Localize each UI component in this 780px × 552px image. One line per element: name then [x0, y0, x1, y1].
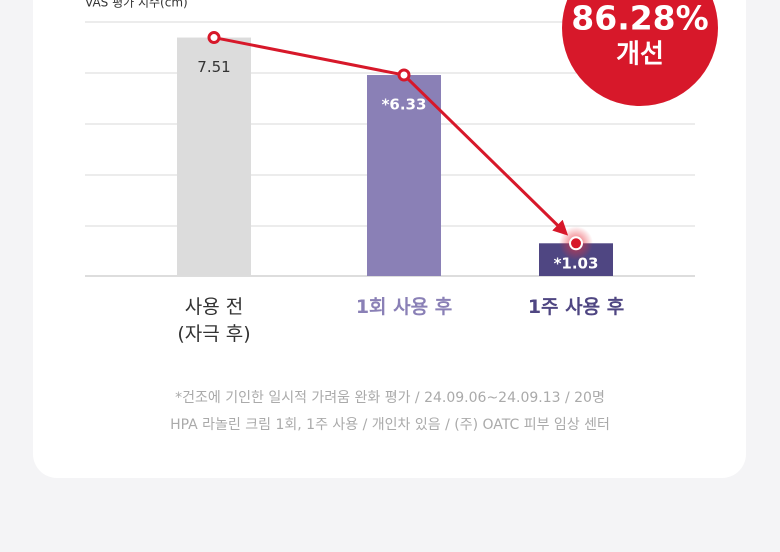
trend-line — [213, 36, 405, 77]
x-tick-label: 1회 사용 후 — [356, 296, 452, 318]
marker — [397, 68, 411, 82]
badge — [562, 0, 718, 106]
x-tick-label: 사용 전 (자극 후) — [177, 296, 250, 345]
footnote: HPA 라놀린 크림 1회, 1주 사용 / 개인차 있음 / (주) OATC… — [170, 417, 610, 433]
badge-label: 개선 — [616, 40, 664, 70]
value-label: *1.03 — [554, 255, 599, 273]
marker — [207, 31, 221, 45]
bar — [367, 75, 441, 277]
bar — [177, 37, 251, 277]
y-label: VAS 평가 지수(cm) — [85, 0, 188, 10]
x-tick-label: 1주 사용 후 — [528, 296, 624, 318]
marker — [569, 236, 583, 251]
badge-value: 86.28% — [571, 0, 708, 38]
footnote: *건조에 기인한 일시적 가려움 완화 평가 / 24.09.06~24.09.… — [175, 390, 605, 406]
value-label: *6.33 — [382, 96, 427, 114]
trend-arrow — [402, 73, 569, 236]
value-label: 7.51 — [197, 58, 230, 76]
